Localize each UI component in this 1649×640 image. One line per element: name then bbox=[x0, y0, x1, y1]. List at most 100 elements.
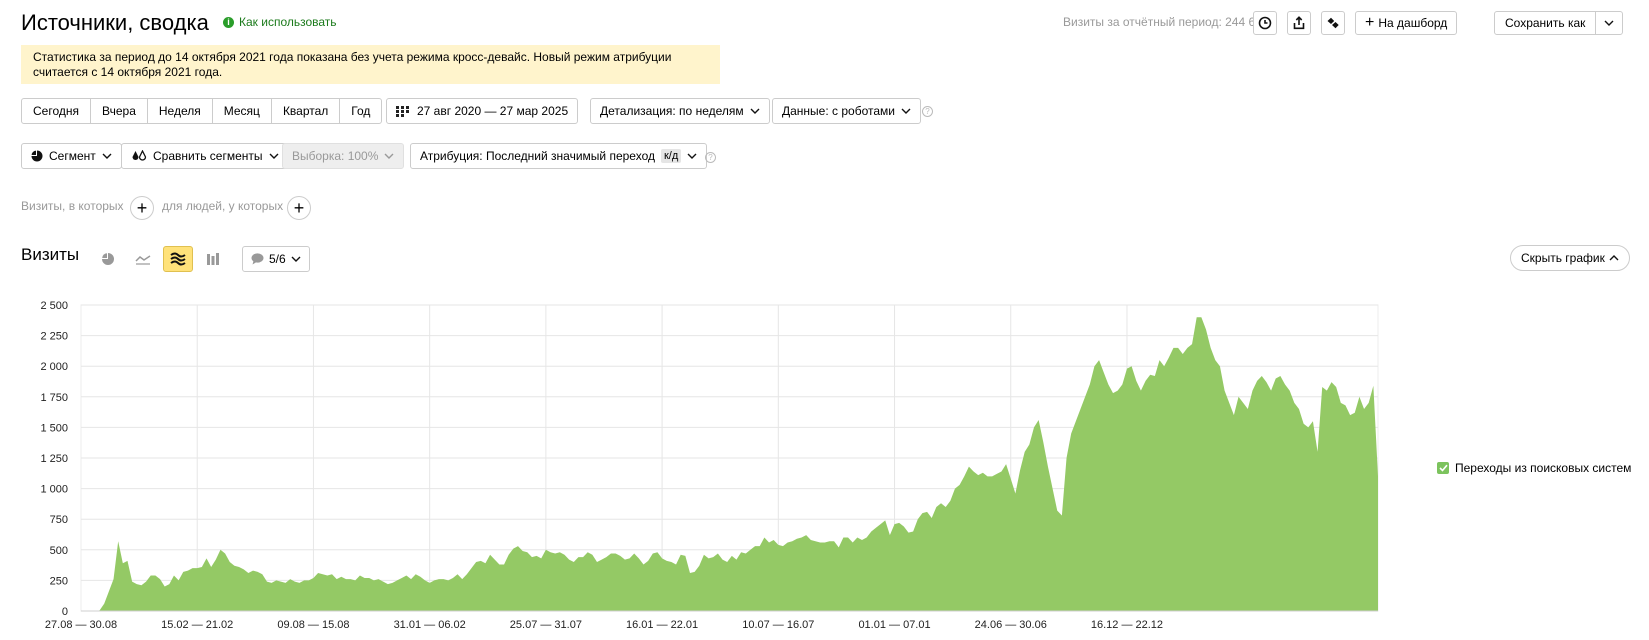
robots-help-icon[interactable]: ? bbox=[922, 106, 933, 117]
save-as-label: Сохранить как bbox=[1505, 16, 1586, 30]
period-quarter[interactable]: Квартал bbox=[272, 99, 341, 123]
add-visit-filter-button[interactable]: + bbox=[130, 196, 154, 220]
period-today[interactable]: Сегодня bbox=[22, 99, 91, 123]
y-tick-label: 1 250 bbox=[40, 453, 68, 465]
visits-filter-label: Визиты, в которых bbox=[21, 199, 124, 213]
detail-dropdown[interactable]: Детализация: по неделям bbox=[590, 98, 770, 124]
period-week[interactable]: Неделя bbox=[148, 99, 213, 123]
hide-chart-button[interactable]: Скрыть график bbox=[1510, 245, 1630, 271]
plus-icon: + bbox=[136, 198, 148, 218]
annotations-count: 5/6 bbox=[269, 252, 286, 266]
how-to-use-link[interactable]: i Как использовать bbox=[223, 15, 337, 29]
date-range-label: 27 авг 2020 — 27 мар 2025 bbox=[417, 104, 569, 118]
date-range-picker[interactable]: 27 авг 2020 — 27 мар 2025 bbox=[386, 98, 579, 124]
x-tick-label: 10.07 — 16.07 bbox=[742, 619, 814, 631]
chart-legend: Переходы из поисковых систем bbox=[1437, 461, 1631, 475]
stacked-area-icon bbox=[170, 252, 186, 266]
cross-device-badge: к/д bbox=[660, 149, 682, 163]
pie-chart-icon bbox=[102, 253, 114, 265]
y-tick-label: 2 250 bbox=[40, 331, 68, 343]
y-tick-label: 250 bbox=[50, 575, 68, 587]
pie-chart-icon bbox=[31, 150, 43, 162]
period-selector: Сегодня Вчера Неделя Месяц Квартал Год bbox=[21, 98, 383, 124]
x-tick-label: 16.01 — 22.01 bbox=[626, 619, 698, 631]
chevron-down-icon bbox=[687, 153, 697, 159]
share-icon bbox=[1293, 16, 1305, 30]
x-tick-label: 01.01 — 07.01 bbox=[858, 619, 930, 631]
series-area[interactable] bbox=[81, 317, 1378, 611]
how-to-use-label: Как использовать bbox=[239, 15, 337, 29]
info-icon: i bbox=[223, 16, 234, 28]
y-tick-label: 1 500 bbox=[40, 422, 68, 434]
page-title: Источники, сводка bbox=[21, 10, 209, 35]
legend-series-name: Переходы из поисковых систем bbox=[1455, 461, 1632, 475]
legend-checkbox[interactable] bbox=[1437, 462, 1449, 474]
period-year[interactable]: Год bbox=[351, 104, 371, 118]
line-chart-icon bbox=[135, 255, 151, 265]
visits-area-chart: 0 250 500 750 1 000 1 250 1 500 1 750 2 000 2 250… bbox=[40, 300, 1379, 631]
y-tick-label: 500 bbox=[50, 545, 68, 557]
x-tick-label: 15.02 — 21.02 bbox=[161, 619, 233, 631]
save-as-button[interactable]: Сохранить как bbox=[1495, 12, 1597, 34]
robots-label: Данные: с роботами bbox=[782, 104, 895, 118]
visits-total: Визиты за отчётный период: 244 629 bbox=[1063, 15, 1269, 29]
chevron-down-icon bbox=[750, 108, 760, 114]
chart-title: Визиты bbox=[21, 245, 80, 264]
robots-dropdown[interactable]: Данные: с роботами bbox=[772, 98, 921, 124]
history-button[interactable] bbox=[1253, 11, 1277, 35]
y-tick-label: 1 750 bbox=[40, 392, 68, 404]
x-tick-label: 31.01 — 06.02 bbox=[394, 619, 466, 631]
y-tick-label: 2 000 bbox=[40, 361, 68, 373]
add-people-filter-button[interactable]: + bbox=[287, 196, 311, 220]
y-tick-label: 0 bbox=[62, 606, 68, 618]
attribution-help-icon[interactable]: ? bbox=[705, 152, 716, 163]
y-tick-label: 1 000 bbox=[40, 484, 68, 496]
line-chart-type-button[interactable] bbox=[128, 246, 158, 272]
pie-chart-type-button[interactable] bbox=[93, 246, 123, 272]
x-tick-label: 24.06 — 30.06 bbox=[975, 619, 1047, 631]
hide-chart-label: Скрыть график bbox=[1521, 251, 1605, 265]
sample-dropdown: Выборка: 100% bbox=[282, 143, 405, 169]
x-tick-label: 25.07 — 31.07 bbox=[510, 619, 582, 631]
comment-icon bbox=[251, 253, 264, 265]
compare-segments-label: Сравнить сегменты bbox=[153, 149, 263, 163]
area-chart-type-button[interactable] bbox=[163, 246, 193, 272]
chevron-down-icon bbox=[901, 108, 911, 114]
save-as-split-button[interactable]: Сохранить как bbox=[1494, 11, 1624, 35]
plus-icon: + bbox=[1365, 14, 1375, 31]
x-tick-label: 16.12 — 22.12 bbox=[1091, 619, 1163, 631]
y-tick-label: 2 500 bbox=[40, 300, 68, 312]
compare-segments-dropdown[interactable]: Сравнить сегменты bbox=[121, 143, 289, 169]
bar-chart-icon bbox=[207, 253, 219, 265]
chevron-down-icon bbox=[291, 256, 301, 262]
x-tick-label: 09.08 — 15.08 bbox=[277, 619, 349, 631]
segment-label: Сегмент bbox=[49, 149, 96, 163]
chevron-down-icon bbox=[269, 153, 279, 159]
y-tick-label: 750 bbox=[50, 514, 68, 526]
clock-icon bbox=[1258, 16, 1272, 30]
swap-icon bbox=[1327, 17, 1339, 29]
bar-chart-type-button[interactable] bbox=[198, 246, 228, 272]
sample-label: Выборка: 100% bbox=[292, 149, 379, 163]
annotations-dropdown[interactable]: 5/6 bbox=[242, 246, 310, 272]
period-yesterday[interactable]: Вчера bbox=[91, 99, 148, 123]
to-dashboard-label: На дашборд bbox=[1378, 16, 1448, 30]
drops-icon bbox=[132, 150, 147, 161]
detail-label: Детализация: по неделям bbox=[600, 104, 744, 118]
check-icon bbox=[1438, 464, 1448, 472]
plus-icon: + bbox=[293, 198, 305, 218]
chevron-up-icon bbox=[1609, 255, 1619, 261]
swap-button[interactable] bbox=[1321, 11, 1345, 35]
to-dashboard-button[interactable]: + На дашборд bbox=[1355, 11, 1458, 35]
export-button[interactable] bbox=[1287, 11, 1311, 35]
calendar-icon bbox=[396, 105, 409, 117]
x-tick-label: 27.08 — 30.08 bbox=[45, 619, 117, 631]
chevron-down-icon bbox=[1604, 20, 1614, 26]
attribution-notice: Статистика за период до 14 октября 2021 … bbox=[21, 45, 720, 84]
people-filter-label: для людей, у которых bbox=[162, 199, 284, 213]
attribution-dropdown[interactable]: Атрибуция: Последний значимый переход к/… bbox=[410, 143, 708, 169]
period-month[interactable]: Месяц bbox=[213, 99, 272, 123]
segment-dropdown[interactable]: Сегмент bbox=[21, 143, 122, 169]
save-as-menu-button[interactable] bbox=[1596, 12, 1622, 34]
